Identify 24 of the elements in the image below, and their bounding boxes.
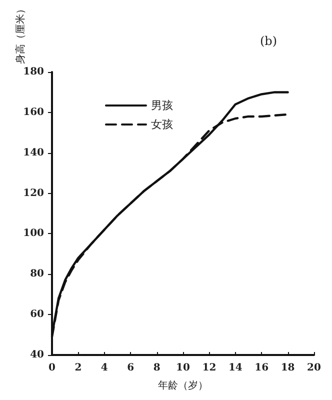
y-tick-label: 40	[30, 350, 44, 360]
y-tick-label: 100	[23, 228, 44, 240]
x-tick-label: 8	[153, 362, 160, 374]
y-tick-label: 180	[23, 66, 44, 78]
text: (b)	[260, 34, 277, 48]
x-axis-title: 年龄（岁）	[158, 380, 208, 392]
x-tick-label: 10	[176, 362, 190, 374]
x-tick-label: 0	[48, 362, 56, 374]
x-tick-label: 4	[100, 362, 108, 374]
x-tick-label: 12	[202, 362, 216, 374]
legend-label: 女孩	[151, 118, 173, 131]
x-tick-label: 20	[307, 362, 321, 374]
y-tick-label: 80	[30, 268, 44, 280]
x-tick-label: 2	[74, 362, 82, 374]
y-tick-label: 120	[23, 188, 44, 199]
y-tick-label: 60	[30, 309, 44, 320]
x-tick-label: 14	[228, 362, 242, 374]
y-axis-title: 身高（厘米）	[14, 4, 26, 64]
legend-label: 男孩	[151, 99, 173, 112]
x-tick-label: 16	[254, 362, 269, 374]
x-tick-label: 6	[127, 362, 134, 374]
x-tick-label: 18	[280, 362, 295, 374]
y-tick-label: 160	[23, 106, 44, 118]
y-tick-label: 140	[23, 147, 44, 158]
